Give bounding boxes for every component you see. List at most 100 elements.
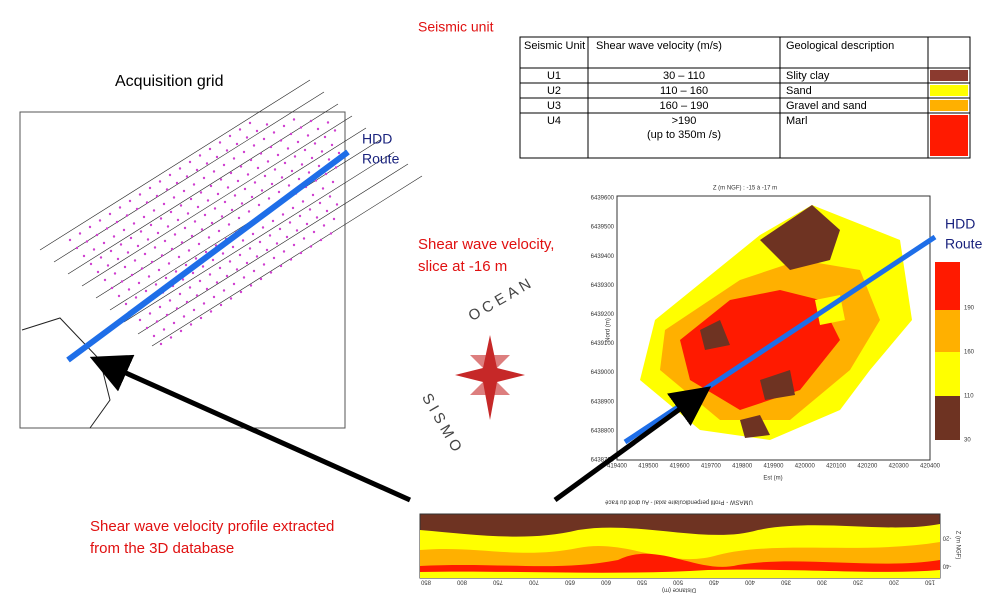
geophone <box>135 207 139 211</box>
geophone <box>279 139 283 142</box>
geophone <box>123 265 127 269</box>
geophone <box>188 160 192 164</box>
hdd-route <box>66 149 350 363</box>
geophone <box>326 121 330 124</box>
geophone <box>279 264 283 268</box>
geophone <box>259 152 263 155</box>
unit-swatch <box>930 85 968 96</box>
geophone <box>235 268 239 271</box>
geophone <box>335 203 339 206</box>
y-tick-label: 6439500 <box>591 225 615 231</box>
geophone <box>195 294 199 297</box>
geophone <box>232 282 236 286</box>
grid-frame <box>19 111 346 429</box>
geophone <box>325 209 329 213</box>
geophone <box>259 277 263 281</box>
geophone <box>202 176 206 180</box>
geophone <box>210 221 214 225</box>
geophone <box>273 168 277 171</box>
geophone <box>233 194 237 197</box>
geophone <box>204 250 208 254</box>
geophone <box>165 188 169 191</box>
geophone <box>138 193 142 196</box>
geophone <box>261 226 265 229</box>
geophone <box>309 245 313 248</box>
table-cell: U1 <box>547 70 561 82</box>
geophone <box>189 197 193 201</box>
map-caption: Shear wave velocity, <box>418 236 554 253</box>
geophone <box>163 239 167 243</box>
geophone <box>289 132 293 136</box>
geophone <box>96 270 100 274</box>
geophone <box>317 164 321 168</box>
geophone <box>238 128 242 131</box>
geophone <box>174 270 178 273</box>
geophone <box>154 283 158 286</box>
geophone <box>195 168 199 172</box>
y-tick-label: 6439600 <box>591 196 615 202</box>
geophone <box>198 154 202 157</box>
geophone <box>297 177 301 181</box>
geophone <box>312 230 316 234</box>
geophone <box>138 318 142 322</box>
geophone <box>152 334 156 338</box>
geophone <box>158 305 162 309</box>
geophone <box>179 329 183 333</box>
geophone <box>175 307 179 310</box>
profile-title: UMASW - Profil perpendiculaire axial - A… <box>604 498 752 504</box>
y-tick-label: -40 <box>942 562 951 568</box>
colorbar-label: 160 <box>964 350 975 356</box>
map-ylabel: Nord (m) <box>606 318 612 342</box>
geophone <box>286 147 290 150</box>
geophone <box>225 149 229 152</box>
geophone <box>223 200 227 204</box>
geophone <box>117 294 121 298</box>
geophone <box>289 258 293 261</box>
geophone <box>197 242 201 246</box>
geophone <box>143 252 147 256</box>
table-header: Shear wave velocity (m/s) <box>596 40 722 52</box>
map-caption: slice at -16 m <box>418 258 507 275</box>
geophone <box>255 129 259 133</box>
x-tick-label: 550 <box>636 578 647 584</box>
geophone <box>300 163 304 166</box>
geophone <box>276 153 280 157</box>
geophone <box>283 161 287 165</box>
geophone <box>183 226 187 230</box>
geophone <box>88 225 92 229</box>
arrow <box>89 354 412 503</box>
geophone <box>285 235 289 239</box>
geophone <box>249 158 253 162</box>
geophone <box>242 150 246 154</box>
geophone <box>103 278 107 282</box>
geophone <box>215 281 219 284</box>
geophone <box>229 171 233 175</box>
geophone <box>249 284 253 287</box>
geophone <box>106 264 110 267</box>
seismic-unit-title: Seismic unit <box>418 19 494 35</box>
y-tick-label: 6439300 <box>591 283 615 289</box>
geophone <box>179 204 183 207</box>
geophone <box>319 238 323 242</box>
geophone <box>262 263 266 266</box>
geophone <box>258 240 262 244</box>
geophone <box>220 215 224 218</box>
geophone <box>292 118 296 121</box>
logo-text: SISMO <box>418 390 467 458</box>
geophone <box>148 312 152 315</box>
geophone <box>302 237 306 240</box>
geophone <box>152 209 156 212</box>
geophone <box>92 248 96 251</box>
profile-ylabel: Z (m NGF) <box>954 531 960 560</box>
geophone <box>236 179 240 183</box>
geophone <box>282 250 286 253</box>
x-tick-label: 419500 <box>638 464 659 470</box>
geophone <box>278 227 282 231</box>
geophone <box>95 233 99 237</box>
map-ticks: 6439600 6439500 6439400 6439300 6439200 64391… <box>591 196 941 470</box>
x-tick-label: 850 <box>420 578 431 584</box>
geophone <box>205 162 209 165</box>
geophone <box>127 288 131 291</box>
colorbar-label: 190 <box>964 306 975 312</box>
